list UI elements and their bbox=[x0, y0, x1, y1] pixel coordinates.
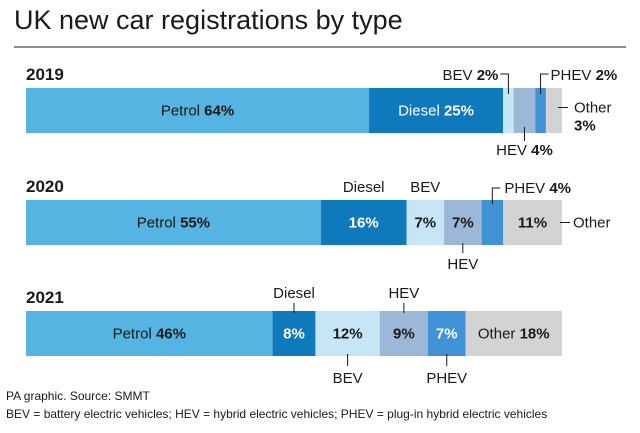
label-2021-petrol-series: Petrol bbox=[113, 326, 156, 343]
label-2020-bev-name-series: BEV bbox=[410, 179, 440, 196]
year-label-2021: 2021 bbox=[26, 288, 64, 307]
bar-2020-petrol bbox=[26, 200, 321, 245]
label-2020-hev-value-value: 7% bbox=[452, 215, 474, 232]
label-2019-hev: HEV 4% bbox=[496, 142, 553, 159]
label-2020-other-value: 11% bbox=[518, 215, 547, 232]
label-2021-other: Other 18% bbox=[478, 326, 550, 343]
label-2019-diesel: Diesel 25% bbox=[398, 103, 474, 120]
label-2020-diesel-value-value: 16% bbox=[349, 215, 379, 232]
bar-group-2021: 2021 Petrol 46% 8% Diesel 12% BEV 9% HEV 7% PHEV O… bbox=[26, 285, 562, 387]
label-2019-petrol: Petrol 64% bbox=[161, 103, 234, 120]
label-2021-diesel-name-series: Diesel bbox=[273, 285, 315, 302]
label-2020-diesel-name: Diesel bbox=[343, 179, 385, 196]
label-2020-bev-name: BEV bbox=[410, 179, 440, 196]
bar-group-2019: 2019 Petrol 64% Diesel 25% BEV 2% HEV 4% PHEV… bbox=[26, 65, 617, 159]
label-2019-hev-series: HEV bbox=[496, 142, 531, 159]
label-2019-bev: BEV 2% bbox=[443, 67, 499, 84]
label-2020-petrol-value: 55% bbox=[180, 215, 210, 232]
bar-2020-bev bbox=[406, 200, 445, 245]
label-2019-petrol-value: 64% bbox=[204, 103, 234, 120]
bar-2019-bev bbox=[503, 88, 514, 133]
label-2020-hev-value: 7% bbox=[452, 215, 474, 232]
label-2020-petrol-series: Petrol bbox=[137, 215, 180, 232]
label-2021-other-value: 18% bbox=[520, 326, 550, 343]
label-2019-phev-value: 2% bbox=[596, 67, 618, 84]
label-2021-hev-name-series: HEV bbox=[388, 285, 419, 302]
label-2020-hev-name: HEV bbox=[447, 256, 478, 273]
bar-2021-phev bbox=[428, 311, 466, 356]
label-2021-hev-name: HEV bbox=[388, 285, 419, 302]
label-2021-diesel-name: Diesel bbox=[273, 285, 315, 302]
label-2021-petrol-value: 46% bbox=[156, 326, 186, 343]
label-2021-bev-name: BEV bbox=[333, 370, 363, 387]
label-2021-other-series: Other bbox=[478, 326, 520, 343]
label-2019-phev-series: PHEV bbox=[551, 67, 596, 84]
bar-2019-other bbox=[545, 88, 562, 133]
bar-2021-diesel bbox=[272, 311, 316, 356]
label-2019-diesel-series: Diesel bbox=[398, 103, 444, 120]
label-2021-phev-name-series: PHEV bbox=[426, 370, 467, 387]
label-2019-bev-value: 2% bbox=[477, 67, 499, 84]
label-2019-other-name-series: Other bbox=[574, 100, 612, 117]
label-2020-diesel-value: 16% bbox=[349, 215, 379, 232]
label-2019-hev-value: 4% bbox=[531, 142, 553, 159]
bar-2021-other bbox=[465, 311, 562, 356]
bar-2021-bev bbox=[315, 311, 380, 356]
label-2020-bev-value: 7% bbox=[414, 215, 436, 232]
bar-2021-hev bbox=[379, 311, 428, 356]
label-2021-petrol: Petrol 46% bbox=[113, 326, 186, 343]
bar-2019-petrol bbox=[26, 88, 370, 133]
leader-2019-phev bbox=[540, 73, 549, 94]
bar-2020-phev bbox=[481, 200, 504, 245]
label-2019-phev: PHEV 2% bbox=[551, 67, 618, 84]
bar-2019-diesel bbox=[369, 88, 504, 133]
abbreviation-key: BEV = battery electric vehicles; HEV = h… bbox=[6, 407, 547, 421]
chart-title: UK new car registrations by type bbox=[14, 5, 403, 35]
bar-2019-phev bbox=[535, 88, 546, 133]
label-2020-other-name-series: Other bbox=[573, 215, 611, 232]
label-2019-other-value-value: 3% bbox=[574, 118, 596, 135]
label-2019-petrol-series: Petrol bbox=[161, 103, 204, 120]
bar-2020-diesel bbox=[320, 200, 407, 245]
label-2021-phev-value: 7% bbox=[436, 326, 458, 343]
label-2020-other-name: Other bbox=[573, 215, 611, 232]
label-2021-phev-name: PHEV bbox=[426, 370, 467, 387]
label-2021-phev-value-value: 7% bbox=[436, 326, 458, 343]
year-label-2020: 2020 bbox=[26, 177, 64, 196]
source-note: PA graphic. Source: SMMT bbox=[6, 389, 151, 403]
bar-2019-hev bbox=[513, 88, 536, 133]
label-2019-diesel-value: 25% bbox=[444, 103, 474, 120]
label-2021-hev-value-value: 9% bbox=[393, 326, 415, 343]
label-2019-other-name: Other bbox=[574, 100, 612, 117]
label-2021-diesel-value: 8% bbox=[283, 326, 305, 343]
year-label-2019: 2019 bbox=[26, 65, 64, 84]
label-2020-phev-series: PHEV bbox=[504, 180, 549, 197]
label-2021-diesel-value-value: 8% bbox=[283, 326, 305, 343]
label-2020-phev-value: 4% bbox=[549, 180, 571, 197]
label-2020-other-value-value: 11% bbox=[518, 215, 547, 232]
label-2021-bev-name-series: BEV bbox=[333, 370, 363, 387]
label-2020-diesel-name-series: Diesel bbox=[343, 179, 385, 196]
bar-2021-petrol bbox=[26, 311, 273, 356]
bar-2020-hev bbox=[444, 200, 482, 245]
label-2021-bev-value-value: 12% bbox=[333, 326, 363, 343]
label-2021-hev-value: 9% bbox=[393, 326, 415, 343]
bar-group-2020: 2020 Petrol 55% 16% Diesel 7% BEV 7% HEV PHEV 4%… bbox=[26, 177, 611, 273]
label-2020-hev-name-series: HEV bbox=[447, 256, 478, 273]
label-2019-other-value: 3% bbox=[574, 118, 596, 135]
leader-2020-phev bbox=[491, 187, 501, 204]
label-2021-bev-value: 12% bbox=[333, 326, 363, 343]
label-2020-bev-value-value: 7% bbox=[414, 215, 436, 232]
bar-2020-other bbox=[503, 200, 562, 245]
label-2020-phev: PHEV 4% bbox=[504, 180, 571, 197]
leader-2019-bev bbox=[500, 73, 509, 94]
label-2019-bev-series: BEV bbox=[443, 67, 477, 84]
label-2020-petrol: Petrol 55% bbox=[137, 215, 210, 232]
